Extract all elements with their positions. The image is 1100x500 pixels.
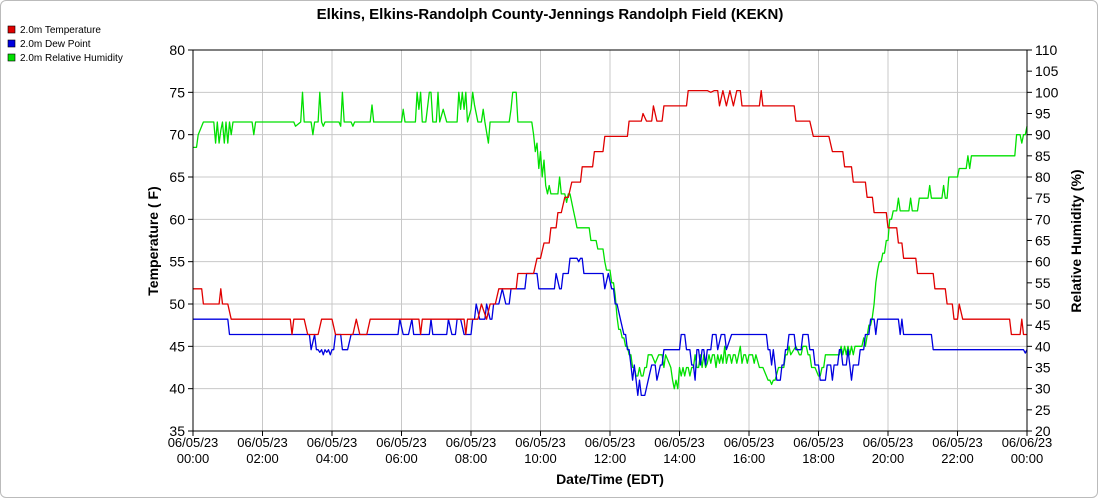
x-tick-date: 06/05/23 (168, 435, 219, 450)
right-tick-label: 35 (1035, 360, 1051, 376)
x-tick-date: 06/05/23 (793, 435, 844, 450)
chart-title: Elkins, Elkins-Randolph County-Jennings … (317, 6, 784, 23)
x-axis-ticks: 06/05/2300:0006/05/2302:0006/05/2304:000… (168, 431, 1053, 466)
right-tick-label: 45 (1035, 317, 1051, 333)
x-tick-date: 06/05/23 (724, 435, 775, 450)
right-tick-label: 90 (1035, 127, 1051, 143)
right-tick-label: 40 (1035, 338, 1051, 354)
right-tick-label: 20 (1035, 423, 1051, 439)
x-tick-date: 06/06/23 (1002, 435, 1053, 450)
x-tick-date: 06/05/23 (376, 435, 427, 450)
left-tick-label: 55 (169, 254, 185, 270)
x-tick-time: 08:00 (455, 451, 488, 466)
x-tick-date: 06/05/23 (654, 435, 705, 450)
right-tick-label: 110 (1035, 42, 1058, 58)
y-axis-label-right: Relative Humidity (%) (1068, 169, 1084, 312)
x-tick-time: 22:00 (941, 451, 974, 466)
x-tick-date: 06/05/23 (307, 435, 358, 450)
x-tick-date: 06/05/23 (515, 435, 566, 450)
left-tick-label: 40 (169, 381, 185, 397)
right-tick-label: 50 (1035, 296, 1051, 312)
right-axis-ticks: 20 25 30 35 40 45 50 55 60 65 70 75 80 85 90 95 100 105 11… (1027, 42, 1059, 439)
left-tick-label: 50 (169, 296, 185, 312)
right-tick-label: 30 (1035, 381, 1051, 397)
x-tick-time: 04:00 (316, 451, 349, 466)
legend-swatch (7, 39, 16, 48)
series-line-2-0m-dew-point (193, 257, 1028, 397)
right-tick-label: 65 (1035, 233, 1051, 249)
x-tick-date: 06/05/23 (237, 435, 288, 450)
left-tick-label: 60 (169, 211, 185, 227)
x-tick-time: 12:00 (594, 451, 627, 466)
x-tick-time: 06:00 (385, 451, 418, 466)
right-tick-label: 95 (1035, 106, 1051, 122)
right-tick-label: 100 (1035, 84, 1059, 100)
legend-label: 2.0m Relative Humidity (20, 53, 123, 64)
left-axis-ticks: 35 40 45 50 55 60 65 70 75 80 (169, 42, 193, 439)
series-line-2-0m-temperature (193, 89, 1027, 336)
x-tick-time: 14:00 (663, 451, 696, 466)
x-tick-time: 02:00 (246, 451, 279, 466)
series-layer (193, 89, 1028, 397)
x-tick-time: 18:00 (802, 451, 835, 466)
right-tick-label: 105 (1035, 63, 1059, 79)
series-line-2-0m-relative-humidity (193, 91, 1028, 390)
left-tick-label: 75 (169, 84, 185, 100)
right-tick-label: 25 (1035, 402, 1051, 418)
right-tick-label: 70 (1035, 211, 1051, 227)
right-tick-label: 60 (1035, 254, 1051, 270)
x-tick-time: 16:00 (733, 451, 766, 466)
legend: 2.0m Temperature 2.0m Dew Point 2.0m Relat… (7, 25, 123, 64)
legend-label: 2.0m Dew Point (20, 39, 91, 50)
right-tick-label: 55 (1035, 275, 1051, 291)
left-tick-label: 80 (169, 42, 185, 58)
x-tick-time: 00:00 (177, 451, 210, 466)
y-axis-label-left: Temperature ( F) (145, 186, 161, 295)
x-tick-date: 06/05/23 (863, 435, 914, 450)
right-tick-label: 80 (1035, 169, 1051, 185)
legend-swatch (7, 25, 16, 34)
left-tick-label: 70 (169, 127, 185, 143)
right-tick-label: 75 (1035, 190, 1051, 206)
right-tick-label: 85 (1035, 148, 1051, 164)
x-tick-time: 10:00 (524, 451, 557, 466)
x-tick-date: 06/05/23 (446, 435, 497, 450)
x-tick-date: 06/05/23 (932, 435, 983, 450)
left-tick-label: 35 (169, 423, 185, 439)
x-axis-label: Date/Time (EDT) (556, 471, 664, 487)
legend-label: 2.0m Temperature (20, 25, 101, 36)
x-tick-time: 20:00 (872, 451, 905, 466)
left-tick-label: 65 (169, 169, 185, 185)
x-tick-date: 06/05/23 (585, 435, 636, 450)
x-tick-time: 00:00 (1011, 451, 1044, 466)
legend-swatch (7, 53, 16, 62)
left-tick-label: 45 (169, 338, 185, 354)
